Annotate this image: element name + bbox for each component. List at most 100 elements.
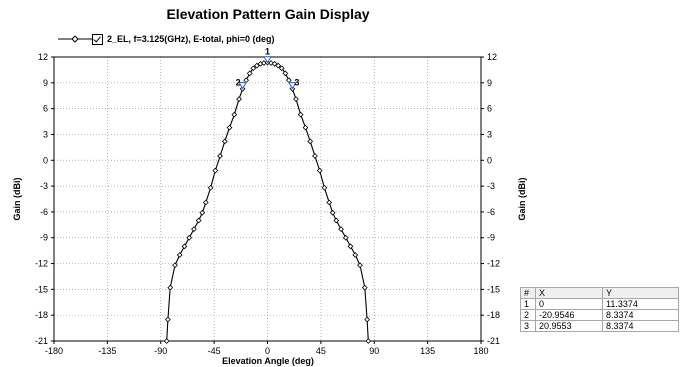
y-tick-label-left: -15 [35,284,48,294]
x-tick-label: -90 [154,346,167,356]
y-axis-label-right: Gain (dBi) [517,178,527,221]
marker-3-label: 3 [294,78,299,88]
y-tick-label-left: -3 [40,181,48,191]
y-tick-label-right: -21 [487,336,500,346]
marker-table-cell-id: 1 [520,298,536,310]
y-tick-label-right: -15 [487,284,500,294]
y-tick-label-right: -12 [487,259,500,269]
y-tick-label-right: 3 [487,129,492,139]
data-point [297,111,304,118]
y-tick-label-left: -9 [40,233,48,243]
marker-table-cell-y: 11.3374 [602,298,679,310]
x-tick-label: 90 [369,346,379,356]
x-tick-label: 0 [265,346,270,356]
data-point [176,252,183,258]
data-point [253,62,260,69]
legend-series-checkbox[interactable] [92,33,103,45]
marker-table: # X Y 1 0 11.3374 2 -20.9546 8.3374 3 20… [520,287,679,332]
data-point [243,77,250,84]
marker-table-row[interactable]: 2 -20.9546 8.3374 [520,309,679,321]
data-point [357,262,363,269]
data-point [285,77,292,84]
data-point [275,62,282,69]
y-tick-label-left: 0 [43,155,48,165]
marker-table-header-x: X [535,287,603,299]
marker-1-icon[interactable] [263,56,272,64]
data-point [231,111,238,118]
marker-table-header-y: Y [602,287,679,299]
data-point [268,60,274,66]
y-tick-label-right: 9 [487,78,492,88]
data-point [221,138,228,145]
marker-table-row[interactable]: 3 20.9553 8.3374 [520,320,679,332]
data-point [326,199,333,206]
data-point [250,65,257,72]
x-tick-label: 45 [316,346,326,356]
grid [54,57,481,341]
x-tick-label: -135 [98,346,116,356]
marker-table-cell-x: 20.9553 [535,320,603,332]
legend: 2_EL, f=3.125(GHz), E-total, phi=0 (deg) [58,32,275,46]
axis-ticks: -180 -135 -90 -45 0 45 90 135 180-21 -21-18 -18-15… [35,52,500,356]
data-point [278,65,285,72]
marker-table-cell-x: 0 [535,298,603,310]
data-point [226,124,233,131]
y-tick-label-right: 0 [487,155,492,165]
data-point [186,234,193,241]
y-tick-label-right: -3 [487,181,495,191]
data-point [181,243,188,250]
y-tick-label-right: 12 [487,52,497,62]
data-point [191,226,197,232]
data-point [167,284,174,291]
data-point [312,153,318,159]
data-point [271,61,278,67]
y-axis-label-left: Gain (dBi) [12,178,22,221]
marker-table-cell-id: 2 [520,309,536,321]
marker-table-cell-y: 8.3374 [602,320,679,332]
marker-table-cell-x: -20.9546 [535,309,603,321]
data-point [329,209,336,216]
marker-3-icon[interactable] [287,81,297,90]
marker-table-cell-id: 3 [520,320,536,332]
marker-table-header-id: # [520,287,536,299]
y-tick-label-left: 3 [43,129,48,139]
chart-title: Elevation Pattern Gain Display [166,6,370,22]
x-tick-label: 135 [420,346,435,356]
marker-layer: 1 2 3 [236,47,299,90]
marker-table-row[interactable]: 1 0 11.3374 [520,298,679,310]
y-tick-label-right: -18 [487,310,500,320]
data-point [347,243,354,250]
legend-series-label: 2_EL, f=3.125(GHz), E-total, phi=0 (deg) [107,34,275,44]
x-tick-label: -180 [45,346,63,356]
marker-table-cell-y: 8.3374 [602,309,679,321]
data-point [302,124,309,131]
marker-table-header-row: # X Y [520,287,679,299]
data-point [236,96,242,103]
data-point [321,184,328,191]
y-tick-label-left: 9 [43,78,48,88]
y-tick-label-right: -6 [487,207,495,217]
x-axis-label: Elevation Angle (deg) [222,356,314,366]
y-tick-label-left: -18 [35,310,48,320]
y-tick-label-left: -6 [40,207,48,217]
data-point [333,217,340,224]
data-point [361,284,368,291]
marker-2-icon[interactable] [238,81,248,90]
data-point [246,70,253,77]
data-point [342,234,349,241]
y-tick-label-right: -9 [487,233,495,243]
data-point [293,96,299,103]
marker-2-label: 2 [236,78,241,88]
y-tick-label-left: 6 [43,104,48,114]
data-point [199,209,206,216]
data-point [212,167,219,174]
marker-1-label: 1 [265,47,270,57]
data-point [195,217,202,224]
y-tick-label-left: -21 [35,336,48,346]
data-point [307,138,314,145]
legend-line-swatch [58,35,92,43]
y-tick-label-right: 6 [487,104,492,114]
data-point [338,226,344,232]
data-point [282,70,289,77]
